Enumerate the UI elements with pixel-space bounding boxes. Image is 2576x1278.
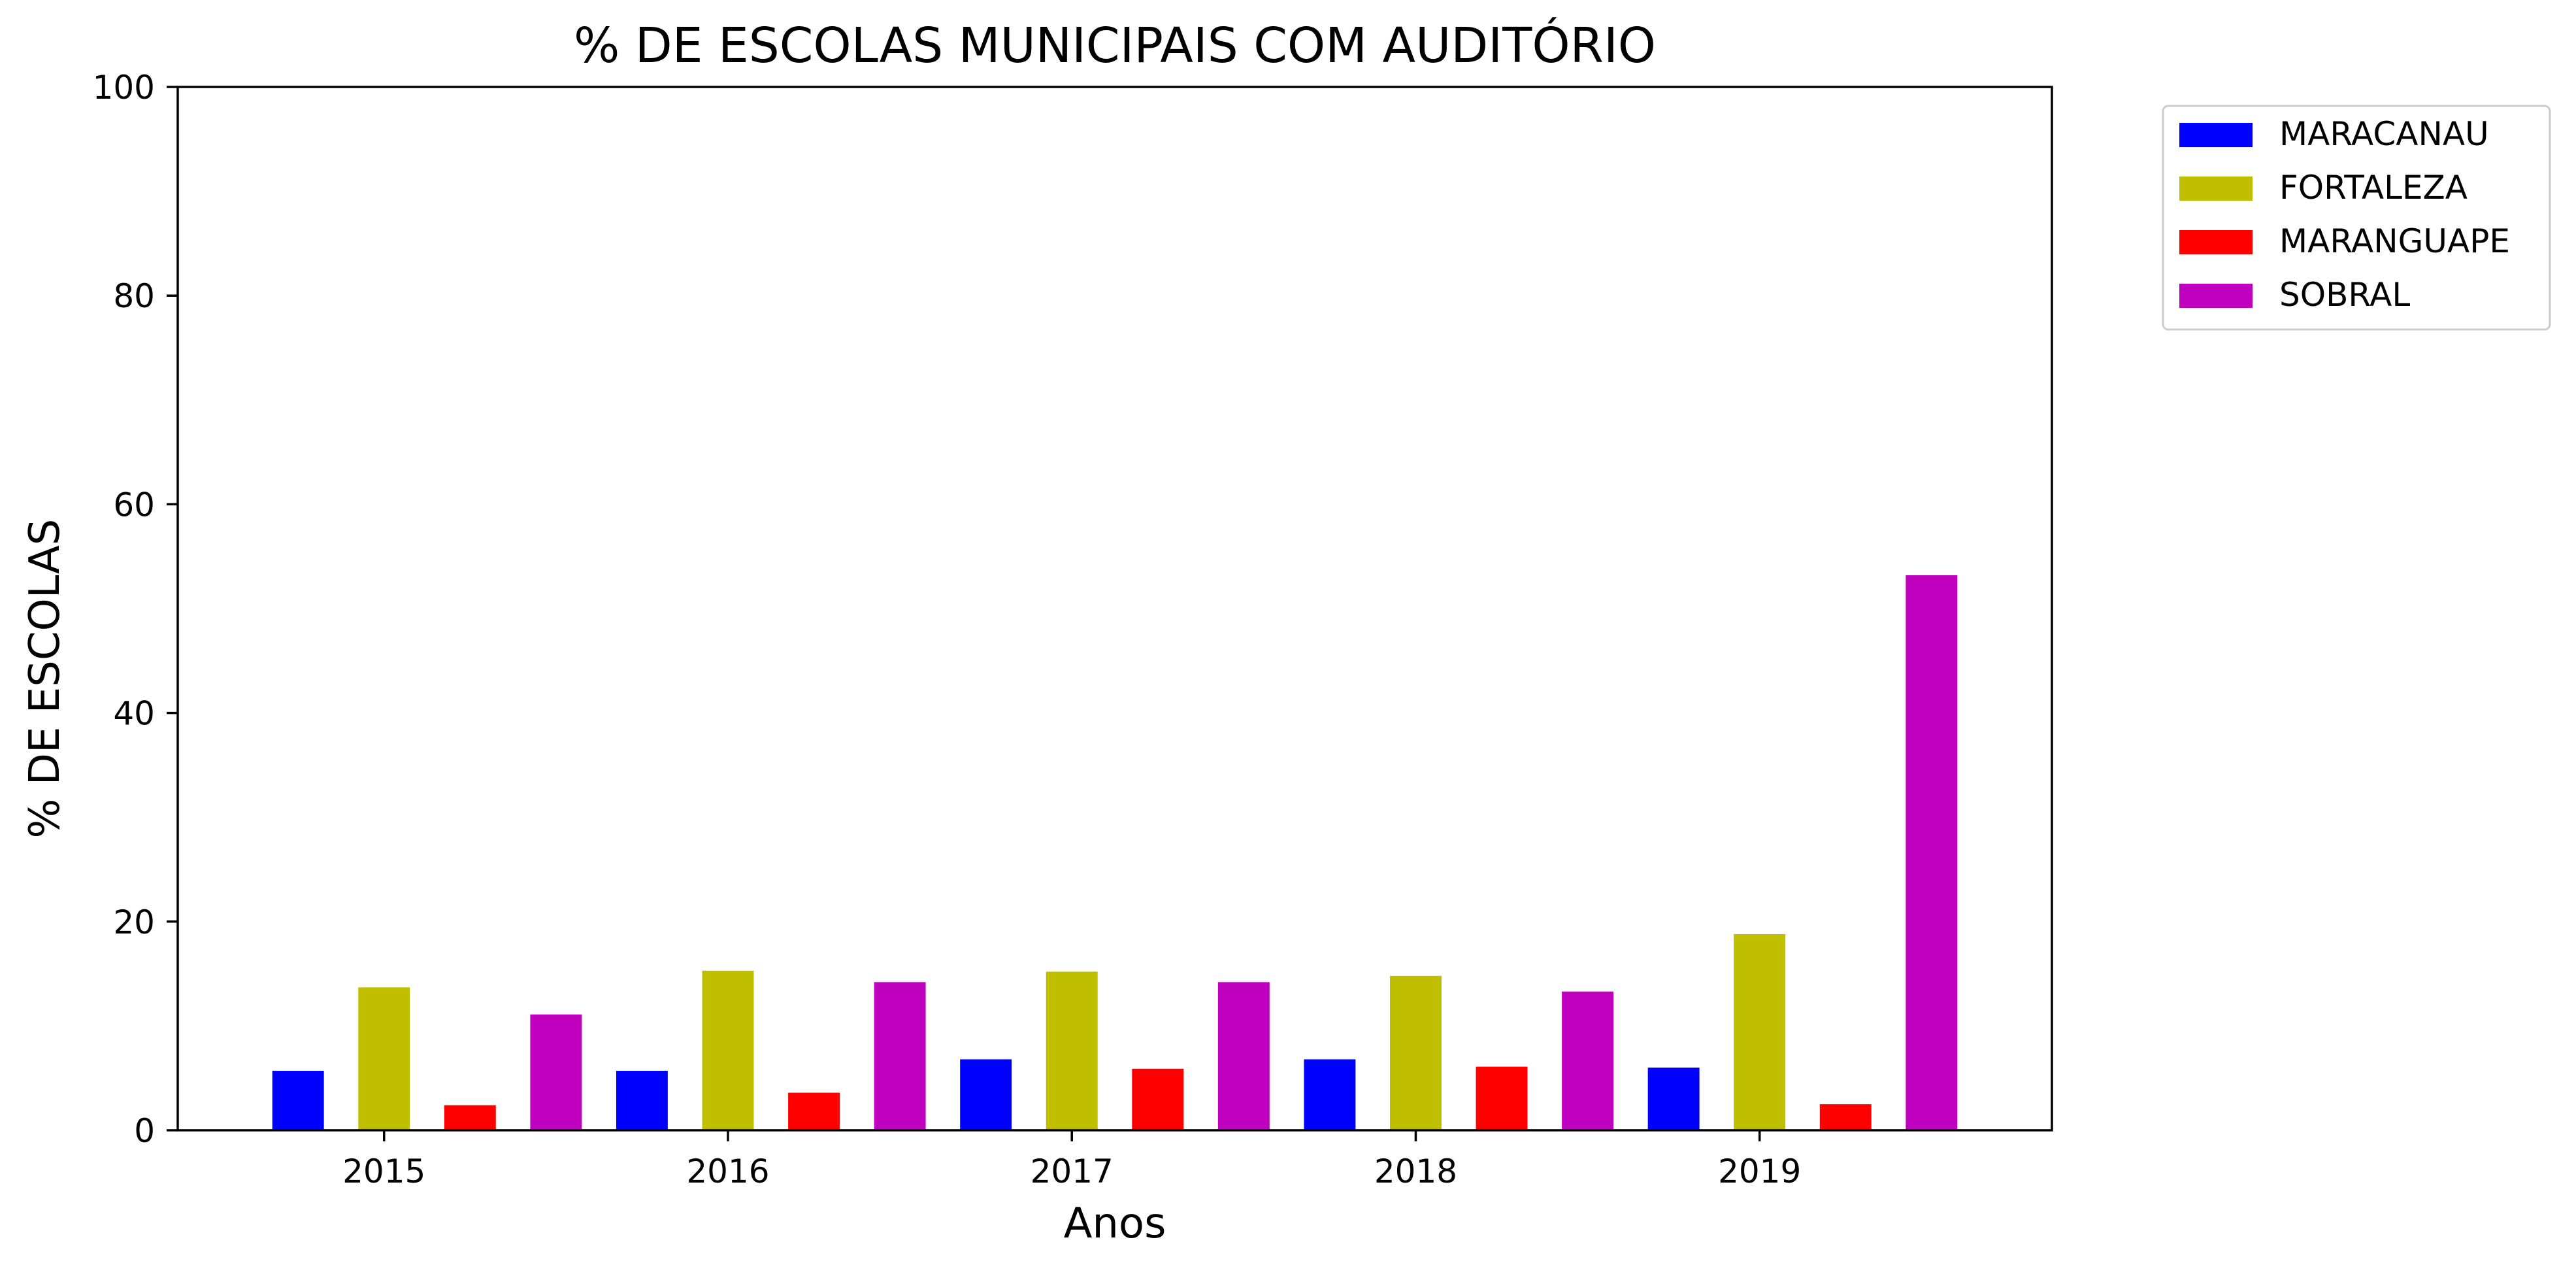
bar-fortaleza-2016 (702, 970, 754, 1130)
bar-fortaleza-2017 (1046, 971, 1098, 1130)
bar-maracanau-2019 (1647, 1068, 1700, 1130)
y-tick-label: 0 (134, 1112, 155, 1150)
x-tick-label: 2017 (1031, 1152, 1114, 1190)
bar-maracanau-2015 (272, 1071, 324, 1130)
bar-maranguape-2015 (444, 1105, 496, 1130)
bar-maracanau-2018 (1304, 1059, 1356, 1130)
x-tick-label: 2015 (342, 1152, 425, 1190)
legend-label-sobral: SOBRAL (2279, 276, 2410, 314)
y-axis-label: % DE ESCOLAS (21, 519, 69, 839)
bars-group (272, 575, 1958, 1130)
axes-group: 0 20 40 60 80 100 2015 2016 2017 2018 2019 (93, 69, 2053, 1190)
bar-sobral-2019 (1906, 575, 1958, 1130)
plot-frame (176, 86, 2053, 1132)
bar-fortaleza-2015 (358, 987, 410, 1130)
x-tick-label: 2019 (1718, 1152, 1801, 1190)
y-tick-label: 60 (113, 486, 155, 524)
bar-maranguape-2019 (1819, 1104, 1872, 1130)
bar-maranguape-2018 (1476, 1066, 1528, 1130)
bar-fortaleza-2019 (1734, 933, 1786, 1130)
x-tick-label: 2016 (686, 1152, 769, 1190)
bar-sobral-2017 (1217, 982, 1270, 1130)
bar-maranguape-2016 (788, 1092, 840, 1130)
legend: MARACANAU FORTALEZA MARANGUAPE SOBRAL (2162, 105, 2551, 331)
x-axis-label: Anos (1064, 1200, 1166, 1248)
bar-sobral-2016 (874, 982, 926, 1130)
legend-swatch-sobral (2179, 284, 2253, 308)
bar-maranguape-2017 (1132, 1068, 1184, 1130)
bar-maracanau-2016 (616, 1071, 668, 1130)
legend-label-fortaleza: FORTALEZA (2279, 169, 2468, 207)
legend-box (2162, 105, 2551, 331)
legend-swatch-fortaleza (2179, 177, 2253, 201)
legend-swatch-maranguape (2179, 230, 2253, 254)
legend-swatch-maracanau (2179, 123, 2253, 147)
chart-title: % DE ESCOLAS MUNICIPAIS COM AUDITÓRIO (574, 16, 1656, 74)
y-tick-label: 100 (93, 69, 155, 107)
y-tick-label: 80 (113, 277, 155, 315)
y-tick-label: 40 (113, 695, 155, 733)
legend-label-maracanau: MARACANAU (2279, 115, 2489, 153)
x-tick-label: 2018 (1374, 1152, 1457, 1190)
legend-label-maranguape: MARANGUAPE (2279, 222, 2510, 260)
bar-sobral-2015 (530, 1014, 582, 1130)
bar-sobral-2018 (1562, 991, 1614, 1130)
bar-maracanau-2017 (960, 1059, 1012, 1130)
bar-fortaleza-2018 (1389, 975, 1442, 1130)
y-tick-label: 20 (113, 903, 155, 941)
